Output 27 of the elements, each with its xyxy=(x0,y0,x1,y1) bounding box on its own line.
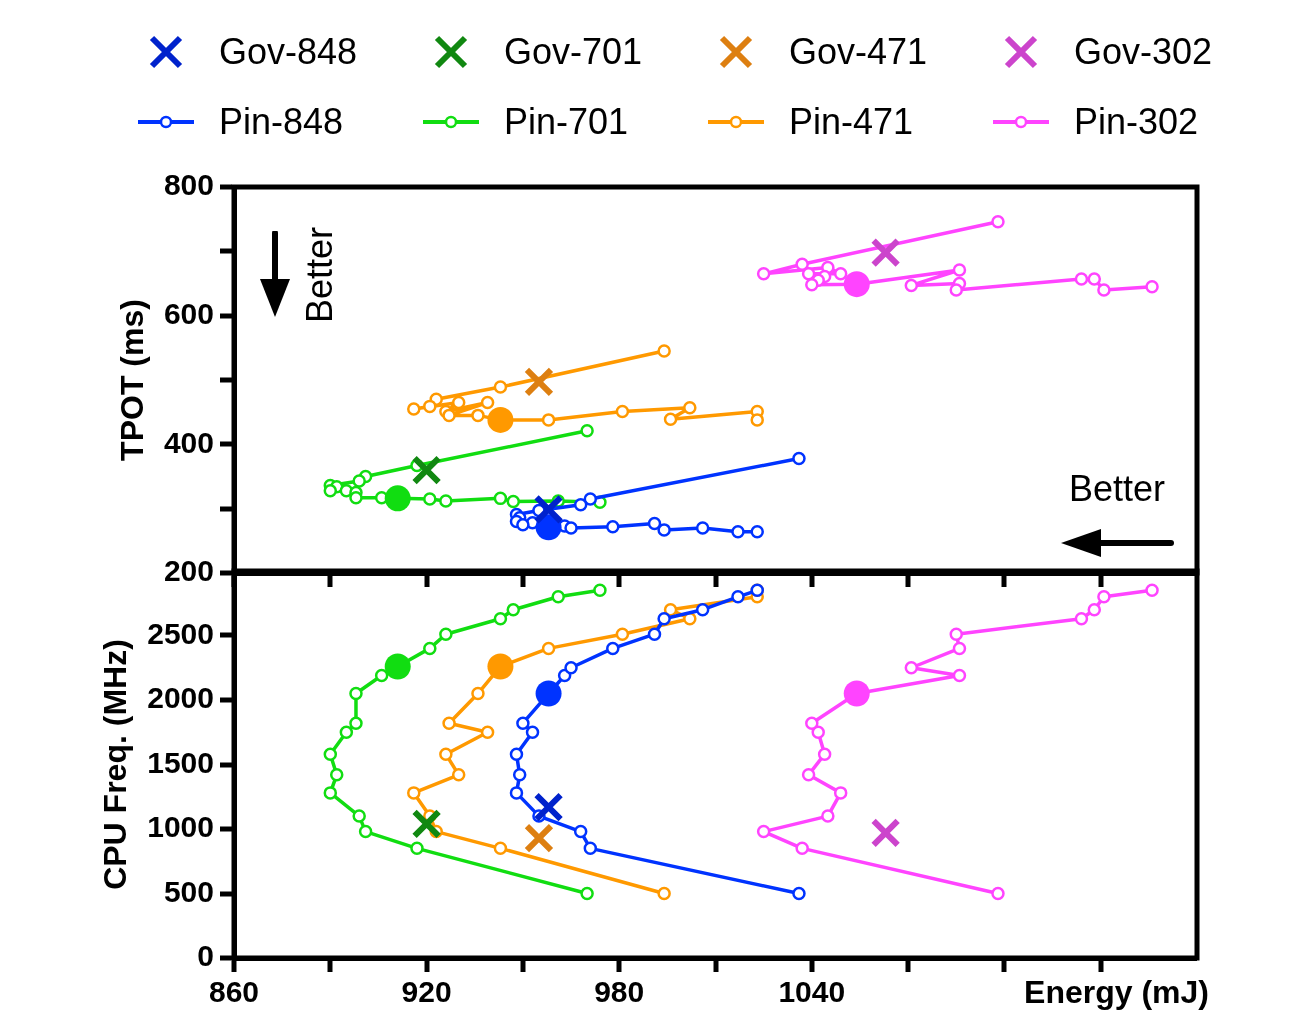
annotation: Better xyxy=(1068,467,1166,509)
y-tick-label: 2000 xyxy=(147,681,214,715)
y-tick-label: 1000 xyxy=(147,810,214,844)
x-tick-label: 1040 xyxy=(778,975,846,1009)
y-axis-title: CPU Freq. (MHz) xyxy=(97,639,134,890)
legend-label: Pin-701 xyxy=(504,101,629,143)
x-tick-label: 980 xyxy=(594,975,645,1009)
y-tick-label: 2500 xyxy=(147,616,214,650)
y-axis-title: TPOT (ms) xyxy=(113,299,150,461)
legend-label: Pin-302 xyxy=(1074,101,1199,143)
y-tick-label: 1500 xyxy=(147,745,214,779)
legend-label: Gov-701 xyxy=(504,31,643,73)
x-tick-label: 920 xyxy=(401,975,452,1009)
legend-label: Gov-848 xyxy=(219,31,358,73)
x-axis-title: Energy (mJ) xyxy=(1024,973,1209,1010)
x-tick-label: 860 xyxy=(208,975,260,1009)
annotation: Better xyxy=(298,226,340,324)
y-tick-label: 600 xyxy=(163,296,214,330)
y-tick-label: 200 xyxy=(163,554,214,588)
legend-label: Pin-471 xyxy=(789,101,914,143)
y-tick-label: 0 xyxy=(197,939,214,973)
y-tick-label: 500 xyxy=(163,874,214,908)
y-tick-label: 800 xyxy=(163,168,214,202)
legend-label: Gov-302 xyxy=(1074,31,1213,73)
legend-label: Pin-848 xyxy=(219,101,344,143)
legend-label: Gov-471 xyxy=(789,31,928,73)
y-tick-label: 400 xyxy=(163,425,214,459)
